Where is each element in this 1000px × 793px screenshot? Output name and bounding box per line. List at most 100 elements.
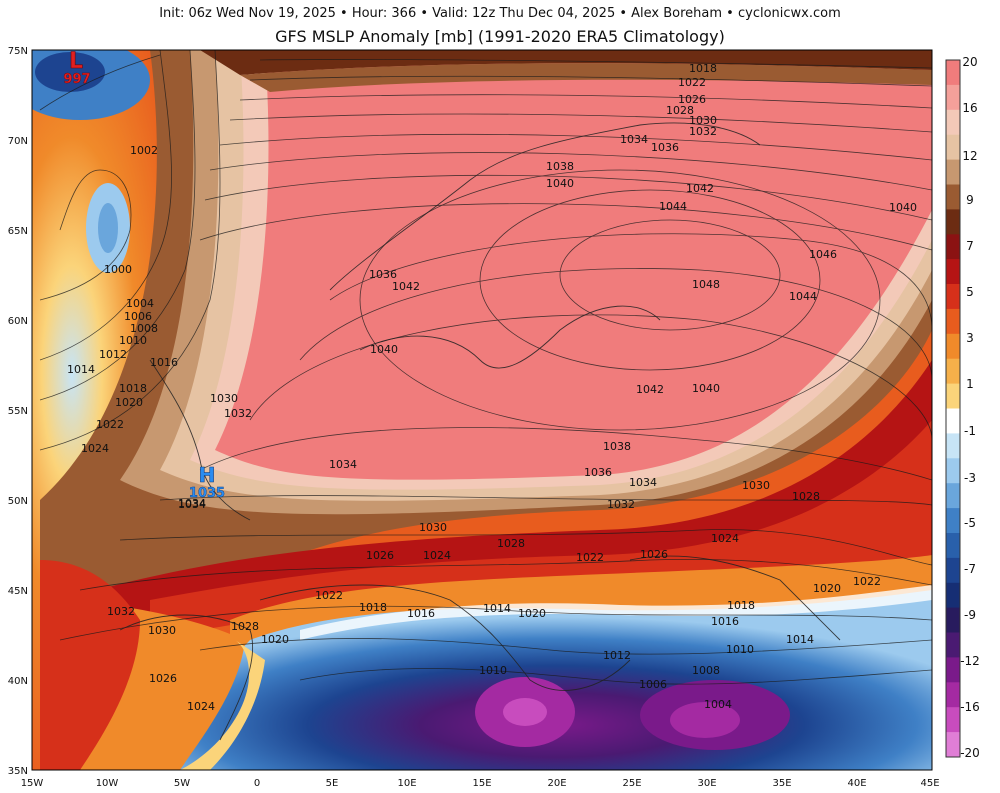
- isobar-label: 1034: [620, 133, 648, 146]
- isobar-label: 1024: [81, 442, 109, 455]
- colorbar-swatch: [946, 483, 960, 509]
- isobar-label: 1038: [603, 440, 631, 453]
- colorbar-swatch: [946, 308, 960, 335]
- isobar-lines: [39, 50, 932, 685]
- colorbar-label: -9: [964, 608, 976, 622]
- colorbar-swatch: [946, 707, 960, 733]
- isobar-label: 1034: [178, 497, 206, 510]
- colorbar-swatch: [946, 508, 960, 534]
- isobar-label: 1026: [149, 672, 177, 685]
- colorbar-label: 9: [966, 193, 974, 207]
- isobar-label: 1046: [809, 248, 837, 261]
- colorbar-label: -16: [960, 700, 980, 714]
- isobar-label: 1014: [786, 633, 814, 646]
- isobar-label: 1036: [369, 268, 397, 281]
- colorbar-swatch: [946, 533, 960, 559]
- lat-label: 35N: [8, 766, 28, 777]
- colorbar-label: 3: [966, 331, 974, 345]
- isobar-label: 1036: [651, 141, 679, 154]
- high-pressure-marker: H 1035: [189, 463, 226, 502]
- isobar-label: 1030: [419, 521, 447, 534]
- isobar-label: 1028: [792, 490, 820, 503]
- colorbar-swatch: [946, 184, 960, 210]
- lat-label: 70N: [8, 136, 28, 147]
- isobar-label: 1000: [104, 263, 132, 276]
- isobar-label: 1040: [546, 177, 574, 190]
- lat-label: 65N: [8, 226, 28, 237]
- lat-axis: 75N 70N 65N 60N 55N 50N 45N 40N 35N: [8, 46, 28, 777]
- lat-label: 45N: [8, 586, 28, 597]
- isobar-label: 1018: [727, 599, 755, 612]
- colorbar-label: -1: [964, 424, 976, 438]
- lon-label: 5E: [326, 778, 339, 789]
- lon-label: 40E: [847, 778, 866, 789]
- colorbar-label: 5: [966, 285, 974, 299]
- colorbar-label: -20: [960, 746, 980, 760]
- lat-label: 75N: [8, 46, 28, 57]
- colorbar-frame: [945, 59, 961, 758]
- isobar-label: 1024: [711, 532, 739, 545]
- isobar-label: 1028: [497, 537, 525, 550]
- lon-label: 45E: [920, 778, 939, 789]
- colorbar-label: -12: [960, 654, 980, 668]
- isobar-label: 1018: [689, 62, 717, 75]
- colorbar-swatch: [946, 333, 960, 360]
- colorbar-label: 16: [962, 101, 977, 115]
- map-field: [32, 50, 932, 770]
- isobar-label: 1048: [692, 278, 720, 291]
- low-value: 997: [63, 72, 90, 87]
- isobar-label: 1010: [119, 334, 147, 347]
- isobar-label: 1022: [96, 418, 124, 431]
- coastlines: [119, 122, 841, 741]
- colorbar-swatch: [946, 60, 960, 86]
- colorbar-swatch: [946, 682, 960, 708]
- isobar-label: 1022: [853, 575, 881, 588]
- colorbar-swatch: [946, 408, 960, 434]
- isobar-label: 1032: [607, 498, 635, 511]
- colorbar-swatch: [946, 209, 960, 235]
- lon-label: 15W: [21, 778, 44, 789]
- map-frame: [31, 49, 933, 771]
- isobar-label: 1012: [603, 649, 631, 662]
- colorbar-swatch: [946, 657, 960, 683]
- isobar-label: 1008: [130, 322, 158, 335]
- lon-label: 10E: [397, 778, 416, 789]
- isobar-label: 1004: [704, 698, 732, 711]
- isobar-label: 1008: [692, 664, 720, 677]
- low-letter: L: [69, 49, 83, 74]
- isobar-label: 1030: [689, 114, 717, 127]
- lat-label: 60N: [8, 316, 28, 327]
- isobar-label: 1026: [678, 93, 706, 106]
- isobar-label: 1012: [99, 348, 127, 361]
- colorbar-swatch: [946, 134, 960, 161]
- lon-label: 15E: [472, 778, 491, 789]
- isobar-label: 1030: [148, 624, 176, 637]
- lat-label: 50N: [8, 496, 28, 507]
- colorbar-label: -3: [964, 471, 976, 485]
- isobar-label: 1016: [150, 356, 178, 369]
- isobar-label: 1020: [115, 396, 143, 409]
- isobar-label: 1038: [546, 160, 574, 173]
- isobar-label: 1010: [479, 664, 507, 677]
- isobar-label: 1034: [629, 476, 657, 489]
- isobar-label: 1044: [789, 290, 817, 303]
- isobar-label: 1020: [261, 633, 289, 646]
- map-title: GFS MSLP Anomaly [mb] (1991-2020 ERA5 Cl…: [275, 27, 725, 46]
- isobar-label: 1042: [686, 182, 714, 195]
- isobar-label: 1034: [329, 458, 357, 471]
- isobar-label: 1026: [640, 548, 668, 561]
- high-value: 1035: [189, 486, 225, 501]
- isobar-label: 1004: [126, 297, 154, 310]
- isobar-label: 1022: [576, 551, 604, 564]
- colorbar-label: 12: [962, 149, 977, 163]
- isobar-label: 1040: [692, 382, 720, 395]
- header-info-line: Init: 06z Wed Nov 19, 2025 • Hour: 366 •…: [159, 6, 841, 21]
- colorbar-swatch: [946, 582, 960, 609]
- lon-label: 0: [254, 778, 260, 789]
- isobar-label: 1040: [889, 201, 917, 214]
- isobar-label: 1030: [210, 392, 238, 405]
- colorbar-swatch: [946, 358, 960, 385]
- lon-label: 25E: [622, 778, 641, 789]
- isobar-label: 1006: [639, 678, 667, 691]
- lat-label: 40N: [8, 676, 28, 687]
